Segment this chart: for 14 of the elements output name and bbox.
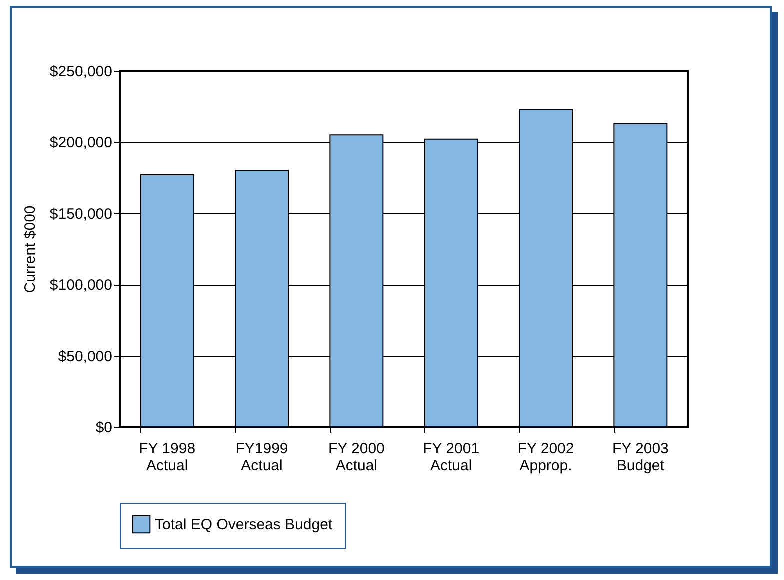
y-tick-label: $250,000 (50, 64, 112, 80)
y-axis-title: Current $000 (22, 206, 39, 294)
x-tick-label: FY 2001 Actual (423, 440, 480, 474)
y-tick-label: $150,000 (50, 206, 112, 223)
x-tick-label: FY 2003 Budget (612, 440, 669, 474)
x-tick-label: FY 2000 Actual (328, 440, 385, 474)
y-tick-label: $0 (96, 420, 112, 436)
legend-label: Total EQ Overseas Budget (155, 516, 334, 534)
x-tick-label: FY 1998 Actual (139, 440, 196, 474)
y-tick-label: $50,000 (58, 348, 112, 366)
x-tick-label: FY1999 Actual (236, 440, 288, 474)
y-tick-label: $200,000 (50, 134, 112, 152)
x-tick-label: FY 2002 Approp. (518, 440, 574, 474)
y-tick-label: $100,000 (50, 277, 112, 294)
